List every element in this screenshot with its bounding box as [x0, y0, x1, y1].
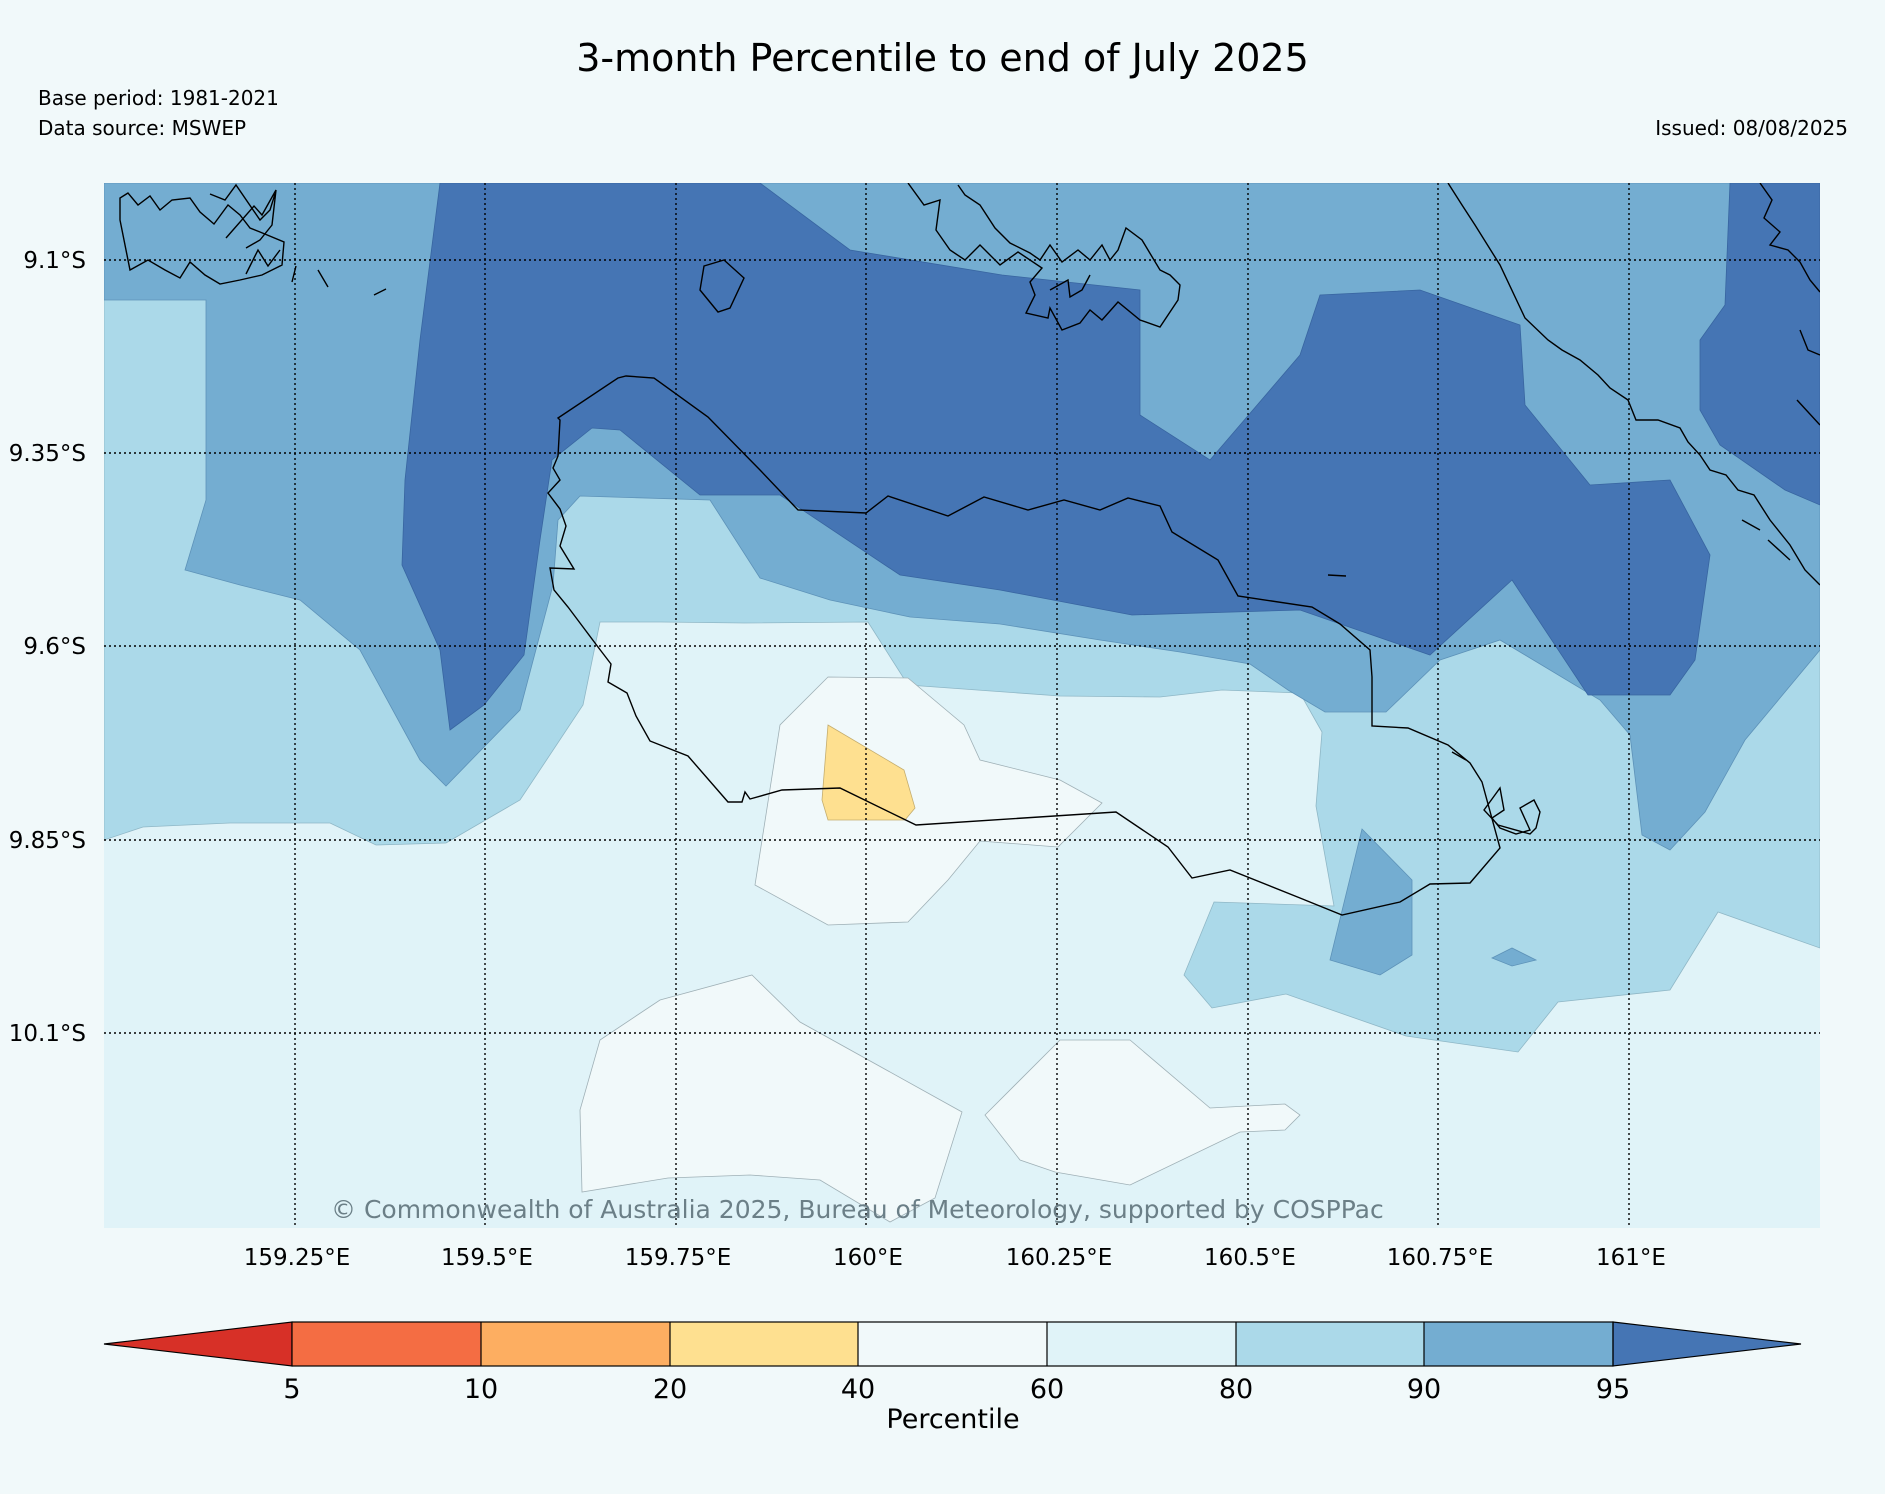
base-period: Base period: 1981-2021: [38, 86, 279, 110]
colorbar-segment-above-95: [1612, 1321, 1802, 1367]
colorbar-tick: 90: [1407, 1374, 1441, 1405]
issued-date: Issued: 08/08/2025: [1655, 116, 1848, 140]
graticule: [104, 183, 1820, 1228]
colorbar-tick: 80: [1219, 1374, 1253, 1405]
colorbar-segment-below-5: [103, 1321, 293, 1367]
colorbar-segment-90-95: [1424, 1322, 1613, 1366]
band-above-95: [401, 183, 1711, 731]
coastline-malaita: [1327, 183, 1820, 761]
band-90-95-patch-a: [1329, 828, 1413, 976]
colorbar-segment-20-40: [670, 1322, 858, 1366]
lon-label: 159.5°E: [441, 1245, 533, 1271]
coastlines: [119, 183, 1820, 916]
longitude-labels: 159.25°E 159.5°E 159.75°E 160°E 160.25°E…: [244, 1245, 1666, 1271]
coastline-southeast-islets: [1483, 786, 1541, 835]
colorbar: 5 10 20 40 60 80 90 95 Percentile: [103, 1321, 1802, 1435]
colorbar-tick: 20: [653, 1374, 687, 1405]
band-above-95-east: [1699, 183, 1820, 506]
lon-label: 161°E: [1596, 1245, 1666, 1271]
lon-label: 159.75°E: [625, 1245, 732, 1271]
coastline-northwest: [119, 183, 387, 296]
colorbar-tick: 95: [1596, 1374, 1630, 1405]
colorbar-segment-10-20: [481, 1322, 670, 1366]
colorbar-segment-60-80: [1047, 1322, 1236, 1366]
lat-label: 9.1°S: [23, 248, 86, 274]
colorbar-tick: 40: [841, 1374, 875, 1405]
latitude-labels: 9.1°S 9.35°S 9.6°S 9.85°S 10.1°S: [9, 248, 86, 1047]
colorbar-label: Percentile: [886, 1404, 1019, 1435]
lat-label: 9.35°S: [9, 441, 86, 467]
colorbar-segment-5-10: [292, 1322, 481, 1366]
coastline-guadalcanal: [547, 375, 1501, 916]
data-source: Data source: MSWEP: [38, 116, 247, 140]
lon-label: 160.25°E: [1006, 1245, 1113, 1271]
lat-label: 10.1°S: [9, 1021, 86, 1047]
lat-label: 9.6°S: [23, 634, 86, 660]
lon-label: 160.75°E: [1387, 1245, 1494, 1271]
copyright-notice: © Commonwealth of Australia 2025, Bureau…: [331, 1195, 1384, 1224]
lat-label: 9.85°S: [9, 828, 86, 854]
colorbar-tick: 5: [283, 1374, 300, 1405]
band-90-95-patch-b: [1491, 947, 1538, 967]
band-40-60-south: [579, 974, 963, 1223]
colorbar-tick: 60: [1030, 1374, 1064, 1405]
colorbar-segment-40-60: [858, 1322, 1047, 1366]
map-title: 3-month Percentile to end of July 2025: [576, 36, 1309, 80]
lon-label: 159.25°E: [244, 1245, 351, 1271]
map-area: © Commonwealth of Australia 2025, Bureau…: [104, 183, 1820, 1228]
coastline-north-islands: [907, 183, 1181, 331]
lon-label: 160°E: [833, 1245, 903, 1271]
band-40-60-southeast: [984, 1039, 1301, 1186]
lon-label: 160.5°E: [1204, 1245, 1296, 1271]
colorbar-segment-80-90: [1236, 1322, 1424, 1366]
colorbar-tick: 10: [464, 1374, 498, 1405]
